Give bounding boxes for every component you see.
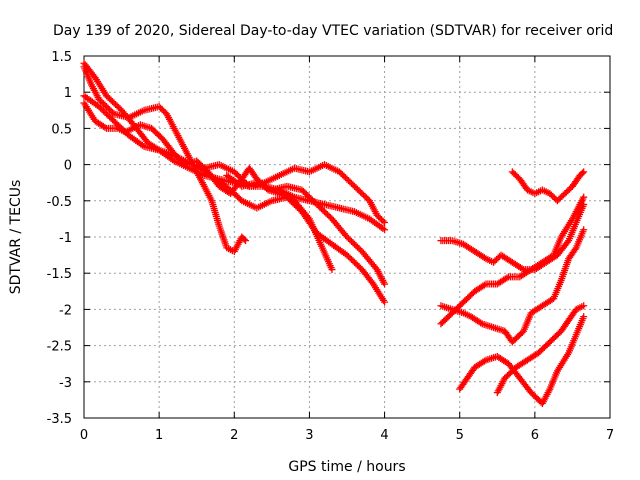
data-point	[480, 281, 488, 289]
data-point	[571, 245, 579, 253]
data-point	[480, 357, 488, 365]
data-points	[80, 59, 588, 408]
series-track-6	[223, 171, 389, 288]
data-point	[563, 238, 571, 246]
x-tick-label: 6	[531, 428, 539, 443]
series-track-9	[437, 226, 588, 346]
y-tick-label: -3.5	[47, 412, 72, 427]
data-point	[240, 235, 248, 243]
x-axis-title: GPS time / hours	[288, 459, 405, 475]
data-point	[477, 319, 485, 327]
series-track-11	[493, 302, 588, 397]
series-track-12	[508, 168, 588, 205]
data-point	[578, 169, 586, 177]
data-point	[381, 298, 389, 306]
series-track-8	[437, 193, 588, 328]
axis-ticks: 0 1 2 3 4 5 6 7 1.5 1 0.5 0 -0.5 -1 -1.5 -2 -2.5 -3 -3.5	[47, 50, 615, 443]
data-point	[580, 226, 588, 234]
data-point	[381, 226, 389, 234]
data-point	[242, 237, 250, 245]
grid-lines	[84, 56, 610, 418]
x-tick-label: 3	[305, 428, 313, 443]
series-track-10	[456, 313, 588, 408]
y-tick-label: 1.5	[51, 50, 72, 65]
y-tick-label: -2	[59, 303, 72, 318]
y-tick-label: 0	[64, 159, 72, 174]
y-tick-label: -1.5	[47, 267, 72, 282]
data-point	[580, 168, 588, 176]
x-tick-label: 0	[80, 428, 88, 443]
data-point	[328, 266, 336, 274]
y-tick-label: 0.5	[51, 122, 72, 137]
series-track-5	[200, 161, 389, 227]
data-point	[101, 123, 109, 131]
x-tick-label: 2	[230, 428, 238, 443]
data-point	[379, 225, 387, 233]
y-axis-title: SDTVAR / TECUs	[8, 180, 24, 295]
data-point	[379, 217, 387, 225]
x-tick-label: 7	[606, 428, 614, 443]
y-tick-label: -3	[59, 376, 72, 391]
y-tick-label: -1	[59, 231, 72, 246]
data-point	[580, 313, 588, 321]
y-tick-label: -2.5	[47, 340, 72, 355]
data-point	[381, 219, 389, 227]
x-tick-label: 4	[380, 428, 388, 443]
x-tick-label: 5	[456, 428, 464, 443]
data-point	[503, 274, 511, 282]
series-track-2	[80, 63, 250, 255]
x-tick-label: 1	[155, 428, 163, 443]
data-point	[381, 280, 389, 288]
data-point	[580, 193, 588, 201]
series-track-4	[80, 92, 389, 306]
chart-title: Day 139 of 2020, Sidereal Day-to-day VTE…	[53, 23, 613, 39]
data-point	[580, 302, 588, 310]
y-tick-label: -0.5	[47, 195, 72, 210]
data-point	[138, 141, 146, 149]
data-point	[518, 265, 526, 273]
y-tick-label: 1	[64, 86, 72, 101]
